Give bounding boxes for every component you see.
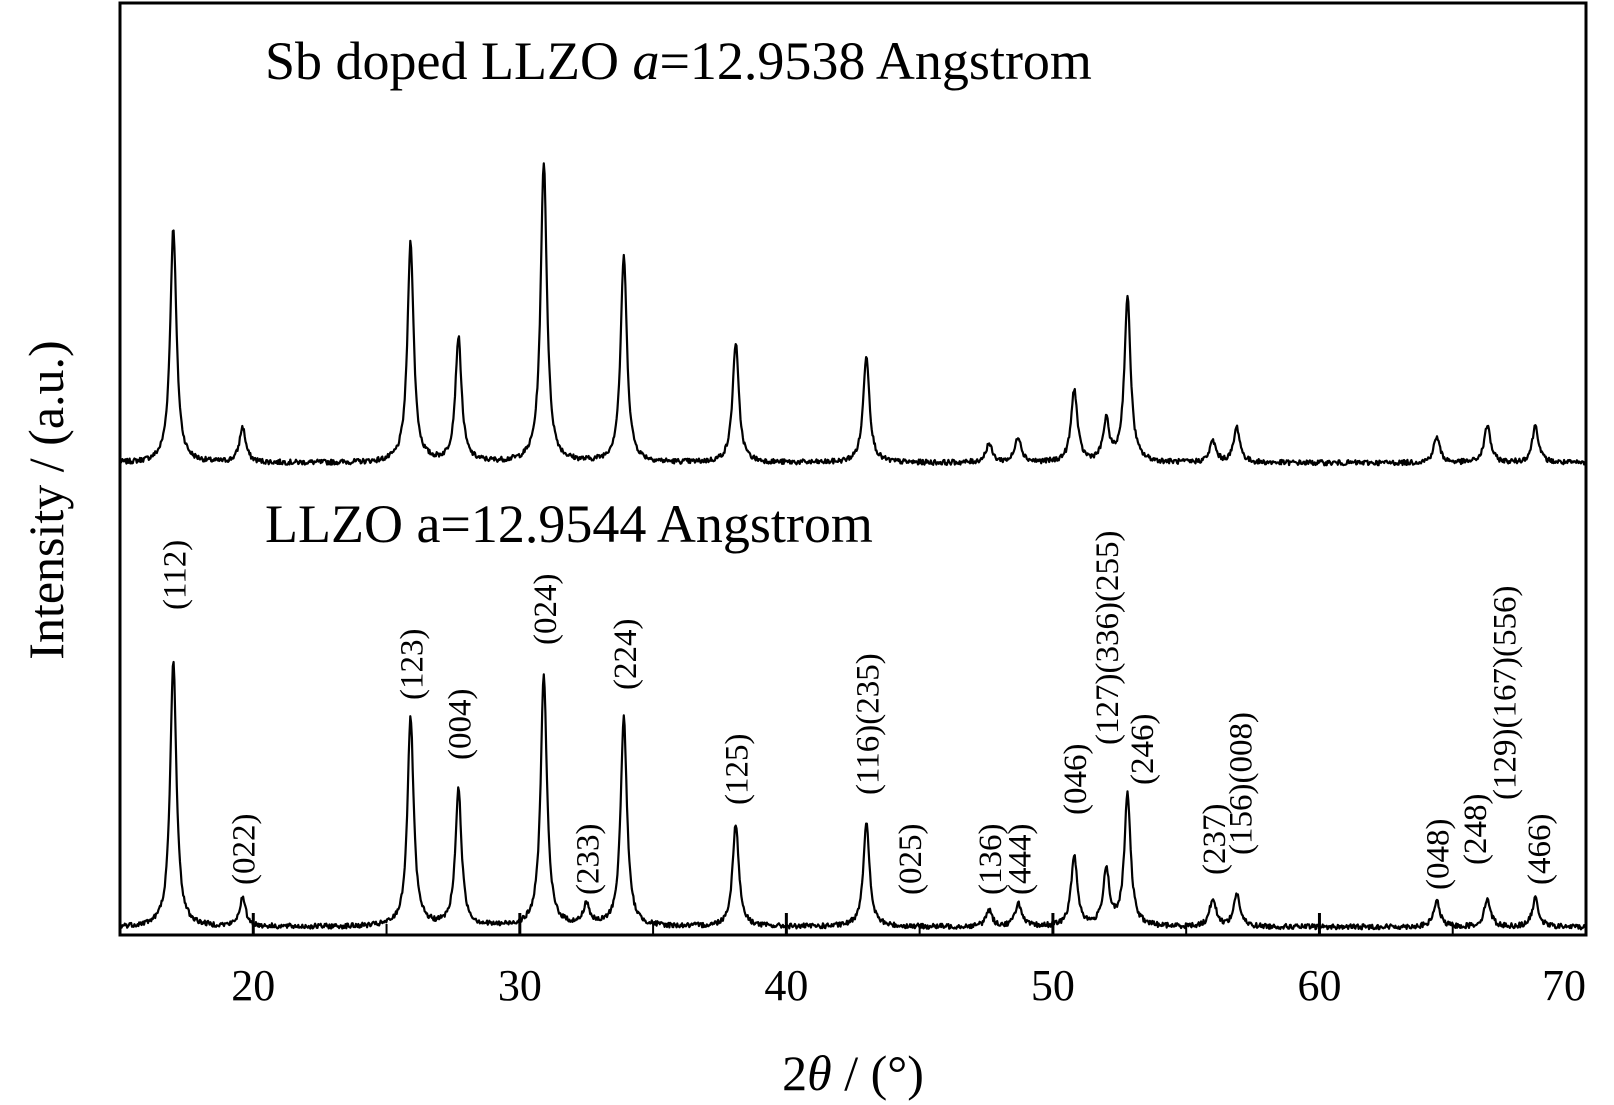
peak-annotation-16: (156)(008)	[1224, 712, 1260, 855]
peak-annotation-8: (116)(235)	[850, 653, 886, 795]
peak-annotations: (112) (022) (123) (004) (024) (233) (224) (125)…	[157, 531, 1558, 895]
x-axis-title-two: 2	[782, 1045, 807, 1101]
peak-annotation-6: (224)	[608, 619, 644, 690]
peak-annotation-4: (024)	[528, 574, 564, 645]
x-axis-tick-labels: 20 30 40 50 60 70	[231, 961, 1586, 1010]
series-label-sb-doped-llzo-italic: a	[632, 31, 659, 91]
peak-annotation-0: (112)	[157, 540, 193, 610]
series-line-llzo	[119, 660, 1587, 931]
peak-annotation-19: (129)(167)(556)	[1487, 586, 1523, 800]
peak-annotation-3: (004)	[443, 689, 479, 760]
x-tick-label-30: 30	[498, 961, 542, 1010]
peak-annotation-12: (046)	[1058, 744, 1094, 815]
series-label-llzo-prefix: LLZO	[265, 494, 416, 554]
x-axis-title: 2θ / (°)	[782, 1045, 924, 1101]
series-label-sb-doped-llzo: Sb doped LLZO a=12.9538 Angstrom	[265, 31, 1092, 91]
series-label-sb-doped-llzo-prefix: Sb doped LLZO	[265, 31, 632, 91]
peak-annotation-15: (237)	[1197, 804, 1233, 875]
y-axis-title: Intensity / (a.u.)	[18, 340, 74, 659]
peak-annotation-10: (136)	[973, 824, 1009, 895]
peak-annotation-17: (048)	[1421, 819, 1457, 890]
x-tick-label-50: 50	[1031, 961, 1075, 1010]
series-line-sb-doped-llzo	[119, 162, 1587, 467]
series-label-llzo: LLZO a=12.9544 Angstrom	[265, 494, 873, 554]
x-tick-label-60: 60	[1297, 961, 1341, 1010]
peak-annotation-18: (248)	[1458, 794, 1494, 865]
x-axis-ticks	[119, 913, 1588, 935]
series-label-llzo-suffix: a=12.9544 Angstrom	[416, 494, 872, 554]
peak-annotation-11: (444)	[1002, 824, 1038, 895]
plot-frame	[118, 1, 1588, 937]
peak-annotation-5: (233)	[571, 824, 607, 895]
x-axis-title-theta: θ	[807, 1045, 832, 1101]
peak-annotation-2: (123)	[395, 629, 431, 700]
peak-annotation-1: (022)	[227, 814, 263, 885]
x-tick-label-70: 70	[1542, 961, 1586, 1010]
series-label-sb-doped-llzo-suffix: =12.9538 Angstrom	[659, 31, 1091, 91]
peak-annotation-9: (025)	[893, 824, 929, 895]
peak-annotation-7: (125)	[720, 734, 756, 805]
x-tick-label-40: 40	[764, 961, 808, 1010]
peak-annotation-14: (246)	[1125, 714, 1161, 785]
x-axis-title-unit: / (°)	[832, 1045, 924, 1101]
peak-annotation-20: (466)	[1522, 814, 1558, 885]
x-tick-label-20: 20	[231, 961, 275, 1010]
peak-annotation-13: (127)(336)(255)	[1090, 531, 1126, 745]
